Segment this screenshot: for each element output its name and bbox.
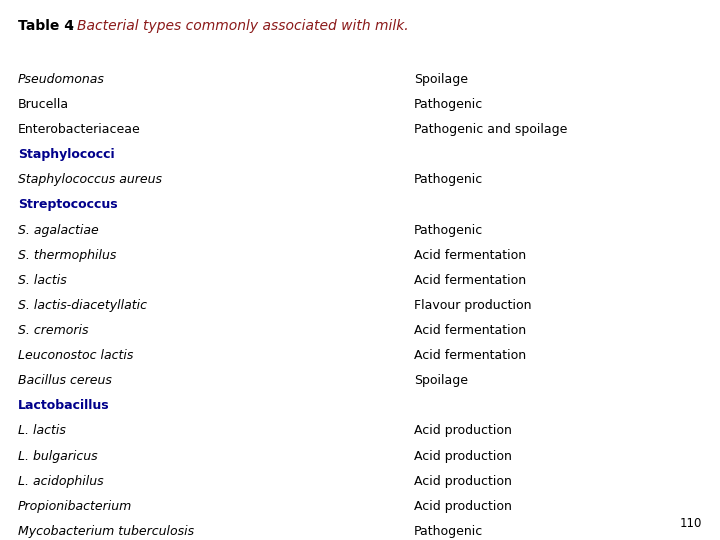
Text: Brucella: Brucella [18,98,69,111]
Text: Streptococcus: Streptococcus [18,198,117,212]
Text: Pathogenic: Pathogenic [414,98,483,111]
Text: Bacterial types commonly associated with milk.: Bacterial types commonly associated with… [77,19,409,33]
Text: Acid fermentation: Acid fermentation [414,349,526,362]
Text: Acid production: Acid production [414,424,512,437]
Text: S. agalactiae: S. agalactiae [18,224,99,237]
Text: Pathogenic and spoilage: Pathogenic and spoilage [414,123,567,136]
Text: Spoilage: Spoilage [414,73,468,86]
Text: Acid fermentation: Acid fermentation [414,248,526,262]
Text: Flavour production: Flavour production [414,299,531,312]
Text: Pseudomonas: Pseudomonas [18,73,105,86]
Text: Acid production: Acid production [414,500,512,513]
Text: Staphylococcus aureus: Staphylococcus aureus [18,173,162,186]
Text: .: . [70,19,78,33]
Text: Mycobacterium tuberculosis: Mycobacterium tuberculosis [18,525,194,538]
Text: Staphylococci: Staphylococci [18,148,114,161]
Text: Acid fermentation: Acid fermentation [414,324,526,337]
Text: 110: 110 [680,517,702,530]
Text: L. acidophilus: L. acidophilus [18,475,104,488]
Text: S. thermophilus: S. thermophilus [18,248,117,262]
Text: Enterobacteriaceae: Enterobacteriaceae [18,123,140,136]
Text: Leuconostoc lactis: Leuconostoc lactis [18,349,133,362]
Text: Acid fermentation: Acid fermentation [414,274,526,287]
Text: Lactobacillus: Lactobacillus [18,399,109,413]
Text: Table 4: Table 4 [18,19,74,33]
Text: L. lactis: L. lactis [18,424,66,437]
Text: Acid production: Acid production [414,449,512,463]
Text: S. lactis: S. lactis [18,274,67,287]
Text: Acid production: Acid production [414,475,512,488]
Text: L. bulgaricus: L. bulgaricus [18,449,98,463]
Text: Bacillus cereus: Bacillus cereus [18,374,112,387]
Text: Pathogenic: Pathogenic [414,224,483,237]
Text: Pathogenic: Pathogenic [414,525,483,538]
Text: S. cremoris: S. cremoris [18,324,89,337]
Text: S. lactis-diacetyllatic: S. lactis-diacetyllatic [18,299,147,312]
Text: Propionibacterium: Propionibacterium [18,500,132,513]
Text: Pathogenic: Pathogenic [414,173,483,186]
Text: Spoilage: Spoilage [414,374,468,387]
